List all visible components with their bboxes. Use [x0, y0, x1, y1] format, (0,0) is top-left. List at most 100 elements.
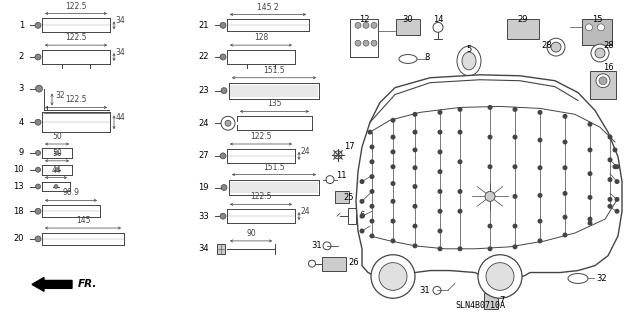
Circle shape [563, 233, 567, 237]
Circle shape [488, 106, 492, 109]
Text: 16: 16 [603, 63, 614, 72]
Text: 24: 24 [300, 207, 310, 216]
Circle shape [54, 184, 58, 189]
Text: 32: 32 [55, 91, 65, 100]
Circle shape [538, 239, 542, 243]
Circle shape [596, 74, 610, 88]
Circle shape [438, 170, 442, 174]
Circle shape [513, 195, 517, 198]
Text: 44: 44 [51, 166, 61, 174]
Text: 12: 12 [359, 16, 369, 25]
Circle shape [563, 215, 567, 219]
Circle shape [608, 204, 612, 208]
Circle shape [438, 190, 442, 193]
Circle shape [413, 148, 417, 152]
Circle shape [413, 244, 417, 248]
Circle shape [438, 130, 442, 134]
Circle shape [360, 214, 364, 218]
Circle shape [35, 54, 41, 60]
Circle shape [538, 111, 542, 114]
Circle shape [438, 210, 442, 213]
Circle shape [513, 224, 517, 228]
Bar [335, 191, 349, 203]
Circle shape [370, 160, 374, 164]
Text: 17: 17 [344, 143, 355, 152]
Text: 28: 28 [603, 41, 614, 50]
Bar [484, 293, 498, 309]
Circle shape [615, 180, 619, 183]
Text: 29: 29 [518, 16, 528, 25]
Circle shape [225, 120, 231, 126]
Bar [590, 71, 616, 99]
Circle shape [613, 165, 617, 168]
Text: 22: 22 [198, 53, 209, 62]
Text: 24: 24 [198, 119, 209, 128]
Text: 18: 18 [13, 207, 24, 216]
Text: 10: 10 [13, 165, 24, 174]
Circle shape [368, 130, 372, 134]
Text: 19: 19 [198, 183, 209, 192]
Circle shape [615, 165, 619, 168]
Circle shape [360, 180, 364, 183]
Text: 90: 90 [246, 229, 256, 238]
Circle shape [35, 151, 40, 155]
Circle shape [563, 115, 567, 118]
Circle shape [438, 229, 442, 233]
Circle shape [391, 165, 395, 168]
Circle shape [391, 135, 395, 139]
Circle shape [538, 194, 542, 197]
Bar [322, 257, 346, 271]
Text: 151.5: 151.5 [263, 66, 285, 75]
Text: 2: 2 [19, 53, 24, 62]
Text: 33: 33 [198, 212, 209, 221]
Circle shape [35, 167, 40, 172]
Text: 15: 15 [592, 16, 602, 25]
Circle shape [588, 221, 592, 225]
Bar [348, 208, 356, 224]
Circle shape [588, 122, 592, 126]
Circle shape [486, 263, 514, 290]
Text: 11: 11 [336, 171, 346, 180]
Text: 25: 25 [343, 193, 353, 202]
Text: 24: 24 [300, 147, 310, 156]
Circle shape [478, 255, 522, 298]
Circle shape [488, 195, 492, 198]
Circle shape [55, 151, 59, 155]
Text: 122.5: 122.5 [65, 2, 87, 11]
Circle shape [391, 200, 395, 203]
Text: 14: 14 [433, 16, 444, 25]
Circle shape [438, 111, 442, 114]
Bar [230, 85, 318, 97]
Circle shape [370, 190, 374, 193]
Circle shape [563, 192, 567, 195]
Circle shape [513, 165, 517, 168]
Circle shape [413, 113, 417, 116]
Circle shape [608, 135, 612, 139]
Circle shape [458, 130, 462, 134]
Circle shape [588, 217, 592, 221]
Text: SLN4B0710A: SLN4B0710A [455, 301, 505, 310]
Circle shape [488, 224, 492, 228]
Text: 122.5: 122.5 [250, 192, 272, 201]
Text: 5: 5 [467, 45, 472, 54]
Circle shape [551, 42, 561, 52]
Circle shape [488, 165, 492, 168]
Circle shape [391, 182, 395, 185]
Circle shape [413, 166, 417, 169]
Circle shape [547, 38, 565, 56]
Circle shape [591, 44, 609, 62]
Bar [350, 19, 378, 57]
Circle shape [391, 150, 395, 154]
Text: 96.9: 96.9 [63, 189, 79, 197]
Text: 27: 27 [198, 152, 209, 160]
Circle shape [370, 234, 374, 238]
Text: 1: 1 [19, 21, 24, 30]
Circle shape [588, 196, 592, 199]
Circle shape [563, 166, 567, 169]
Circle shape [458, 160, 462, 164]
Circle shape [513, 245, 517, 249]
Text: 145: 145 [76, 216, 90, 225]
Circle shape [613, 148, 617, 152]
Circle shape [563, 140, 567, 144]
Circle shape [413, 224, 417, 228]
